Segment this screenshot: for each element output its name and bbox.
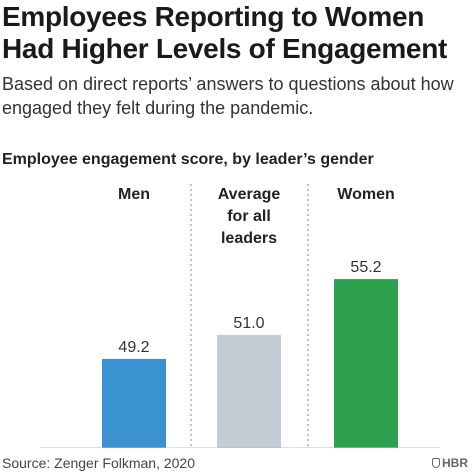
bar-chart: Men Average for all leaders Women 49.2 51.0 55… <box>40 184 440 448</box>
value-label: 49.2 <box>118 339 149 356</box>
category-label: Average <box>218 186 281 203</box>
category-label: leaders <box>221 230 277 247</box>
category-separators <box>190 184 309 448</box>
category-labels: Men Average for all leaders Women <box>118 186 395 247</box>
hbr-logo-text: HBR <box>442 456 468 470</box>
bars <box>102 279 398 448</box>
value-labels: 49.2 51.0 55.2 <box>118 259 381 356</box>
hbr-shield-icon <box>432 458 440 468</box>
chart-title: Employees Reporting to Women Had Higher … <box>2 1 448 64</box>
source-note: Source: Zenger Folkman, 2020 <box>2 455 195 471</box>
value-label: 51.0 <box>233 315 264 332</box>
category-label: Women <box>337 186 394 203</box>
bar <box>102 358 166 448</box>
chart-label: Employee engagement score, by leader’s g… <box>2 151 374 168</box>
value-label: 55.2 <box>350 259 381 276</box>
category-label: Men <box>118 186 150 203</box>
category-label: for all <box>227 208 271 225</box>
bar <box>217 334 281 448</box>
chart-subtitle: Based on direct reports’ answers to ques… <box>2 74 454 118</box>
hbr-logo: HBR <box>432 456 468 470</box>
bar <box>334 279 398 448</box>
